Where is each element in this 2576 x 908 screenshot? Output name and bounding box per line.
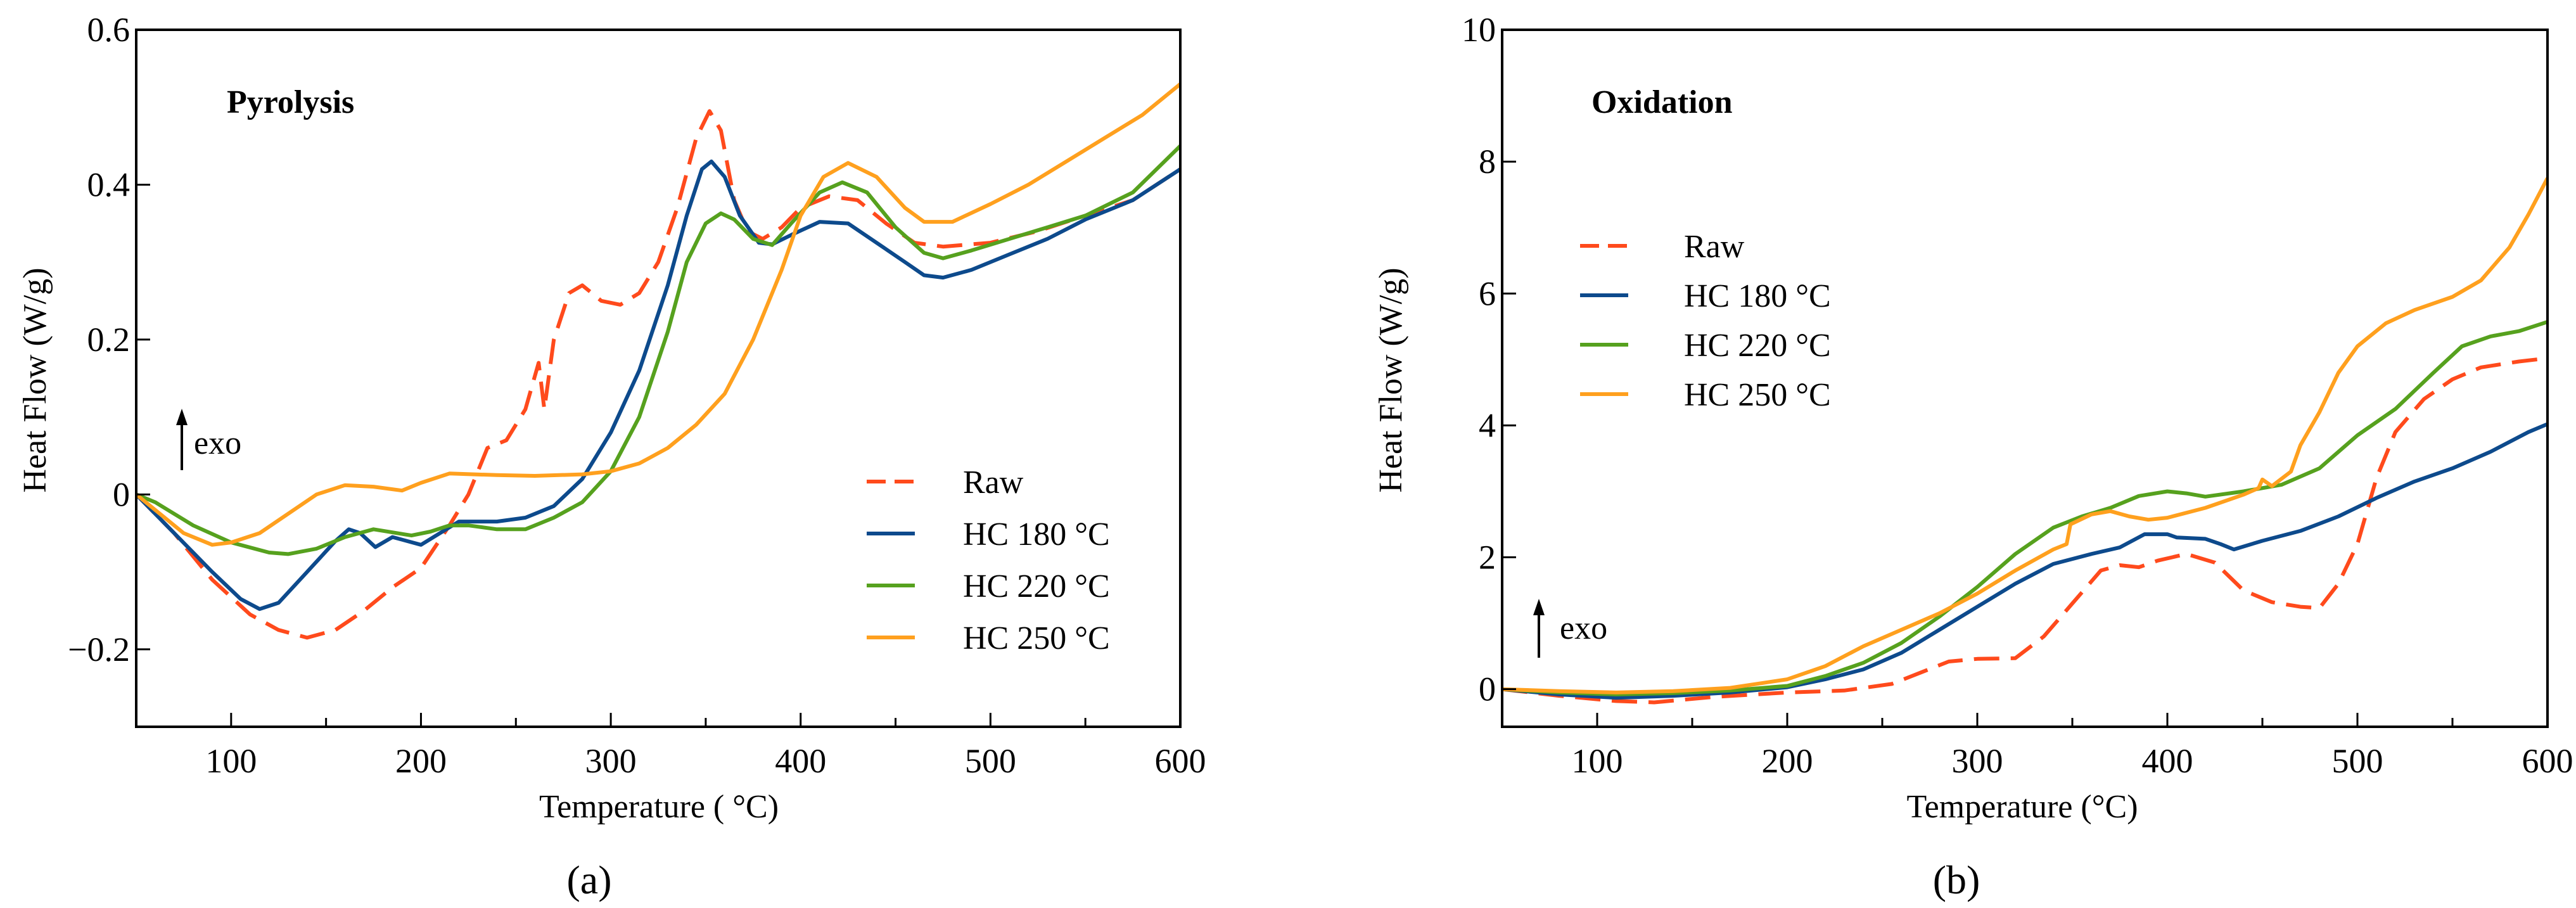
chart-title: Oxidation: [1591, 84, 1733, 120]
y-tick-label: 0: [1479, 670, 1496, 708]
y-axis-label: Heat Flow (W/g): [17, 267, 53, 492]
exo-arrow-icon: [1533, 599, 1545, 615]
x-tick-label: 400: [2142, 742, 2193, 780]
x-axis-label: Temperature ( °C): [539, 789, 779, 825]
legend-label: HC 220 °C: [963, 568, 1110, 604]
y-tick-label: 0.6: [87, 11, 131, 49]
x-axis-label: Temperature (°C): [1906, 789, 2138, 825]
exo-arrow-icon: [176, 409, 188, 425]
y-tick-label: 0.4: [87, 165, 131, 203]
x-tick-label: 400: [775, 742, 826, 780]
series-line-hc-250-c: [136, 82, 1180, 547]
panel-label: (a): [566, 857, 611, 902]
legend-label: Raw: [1684, 229, 1745, 265]
legend-label: HC 180 °C: [963, 516, 1110, 553]
y-tick-label: 6: [1479, 274, 1496, 312]
chart-oxidation: Oxidation Heat Flow (W/g) Temperature (°…: [1373, 11, 2573, 902]
plot-frame: [1501, 29, 2549, 728]
y-tick-label: 10: [1462, 11, 1496, 49]
x-tick-label: 600: [2522, 742, 2573, 780]
legend-label: HC 180 °C: [1684, 278, 1831, 314]
y-tick-label: 0.2: [87, 321, 131, 359]
chart-pyrolysis: Pyrolysis Heat Flow (W/g) Temperature ( …: [17, 11, 1206, 902]
legend-label: HC 250 °C: [963, 620, 1110, 656]
x-tick-label: 300: [585, 742, 637, 780]
y-tick-label: −0.2: [68, 630, 130, 668]
chart-title: Pyrolysis: [227, 84, 354, 120]
x-tick-label: 200: [1762, 742, 1813, 780]
y-axis-label: Heat Flow (W/g): [1373, 267, 1409, 492]
x-tick-label: 100: [205, 742, 257, 780]
x-tick-label: 500: [2332, 742, 2383, 780]
y-tick-label: 0: [113, 475, 130, 513]
plot-frame: [135, 29, 1182, 728]
series-line-hc-250-c: [1502, 177, 2547, 694]
x-tick-label: 100: [1572, 742, 1623, 780]
y-tick-label: 2: [1479, 539, 1496, 577]
legend-label: HC 220 °C: [1684, 328, 1831, 364]
series-line-raw: [136, 109, 1180, 640]
panel-label: (b): [1933, 857, 1980, 902]
x-tick-label: 300: [1952, 742, 2003, 780]
legend-label: HC 250 °C: [1684, 377, 1831, 413]
series-line-hc-180-c: [1502, 422, 2547, 700]
legend-label: Raw: [963, 464, 1024, 501]
exo-annotation: exo: [1560, 610, 1607, 646]
y-tick-label: 8: [1479, 143, 1496, 181]
x-tick-label: 500: [965, 742, 1016, 780]
x-tick-label: 600: [1155, 742, 1206, 780]
series-line-hc-180-c: [136, 159, 1180, 611]
y-tick-label: 4: [1479, 406, 1496, 444]
exo-annotation: exo: [194, 425, 241, 461]
series-line-hc-220-c: [1502, 320, 2547, 696]
series-line-hc-220-c: [136, 144, 1180, 556]
x-tick-label: 200: [395, 742, 447, 780]
series-line-raw: [1502, 356, 2547, 705]
